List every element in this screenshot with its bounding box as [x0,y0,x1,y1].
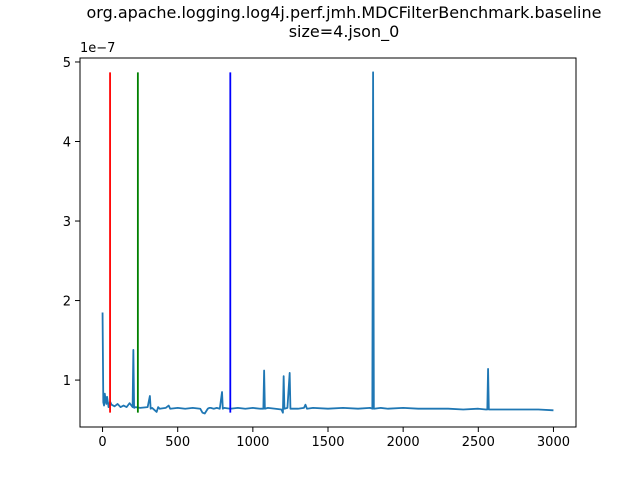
x-tick-label: 2500 [462,435,495,450]
x-tick-label: 2000 [387,435,420,450]
plot-frame [79,57,577,428]
x-tick-label: 0 [98,435,106,450]
y-tick-label: 4 [63,136,71,151]
x-tick-label: 500 [165,435,190,450]
chart-subtitle: size=4.json_0 [289,22,400,42]
plot-area [101,71,554,415]
y-tick-label: 3 [63,215,71,230]
axes: 0 500 1000 1500 2000 2500 3000 1 2 3 4 5 [63,56,577,450]
y-tick-label: 2 [63,295,71,310]
y-offset-label: 1e−7 [80,41,115,56]
x-tick-label: 3000 [537,435,570,450]
y-tick-label: 1 [63,374,71,389]
x-tick-label: 1000 [236,435,269,450]
y-tick-label: 5 [63,56,71,71]
x-tick-label: 1500 [311,435,344,450]
series-line-0 [101,71,554,415]
chart-title: org.apache.logging.log4j.perf.jmh.MDCFil… [87,3,602,22]
